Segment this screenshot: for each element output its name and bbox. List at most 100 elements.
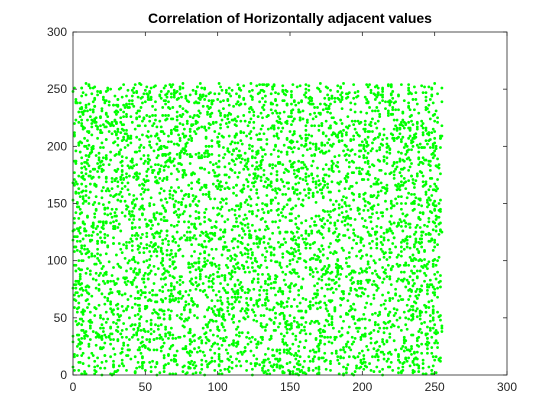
scatter-point <box>363 95 367 99</box>
scatter-point <box>193 366 196 370</box>
scatter-point <box>246 315 250 319</box>
scatter-point <box>431 156 435 160</box>
scatter-point <box>210 144 214 148</box>
scatter-point <box>93 96 97 100</box>
scatter-point <box>217 310 221 314</box>
scatter-point <box>345 152 348 156</box>
scatter-point <box>233 284 237 288</box>
scatter-point <box>126 164 130 168</box>
scatter-point <box>171 83 175 86</box>
scatter-point <box>300 221 303 225</box>
scatter-point <box>334 262 338 266</box>
scatter-point <box>246 124 250 128</box>
scatter-point <box>436 116 439 120</box>
scatter-point <box>311 191 315 195</box>
scatter-point <box>80 175 84 179</box>
scatter-point <box>327 245 331 249</box>
scatter-point <box>141 206 144 210</box>
scatter-point <box>130 323 134 327</box>
scatter-point <box>345 256 348 260</box>
scatter-point <box>381 95 384 99</box>
scatter-point <box>84 103 88 107</box>
scatter-point <box>275 179 279 183</box>
scatter-point <box>421 131 425 135</box>
scatter-point <box>333 221 337 225</box>
scatter-point <box>365 253 369 257</box>
scatter-point <box>132 175 136 179</box>
scatter-point <box>266 283 270 287</box>
scatter-point <box>138 172 141 176</box>
scatter-point <box>431 127 435 131</box>
scatter-point <box>384 172 387 176</box>
scatter-point <box>159 198 163 202</box>
scatter-point <box>154 100 157 104</box>
scatter-point <box>87 364 91 368</box>
scatter-point <box>142 183 146 187</box>
scatter-point <box>201 290 205 293</box>
scatter-point <box>304 83 308 86</box>
scatter-point <box>339 303 343 307</box>
scatter-point <box>149 240 153 244</box>
scatter-point <box>376 190 380 194</box>
scatter-point <box>269 251 273 255</box>
scatter-point <box>154 323 157 327</box>
scatter-point <box>141 187 144 191</box>
scatter-point <box>358 143 361 147</box>
scatter-point <box>414 98 418 101</box>
scatter-point <box>415 275 419 279</box>
scatter-point <box>290 111 293 115</box>
scatter-point <box>410 192 413 196</box>
scatter-point <box>292 298 296 301</box>
scatter-point <box>116 313 120 316</box>
scatter-point <box>130 202 134 205</box>
scatter-point <box>333 338 337 341</box>
scatter-point <box>292 191 296 195</box>
scatter-point <box>305 120 309 124</box>
scatter-point <box>342 195 345 199</box>
scatter-point <box>172 285 176 289</box>
scatter-point <box>128 174 131 178</box>
scatter-point <box>129 115 133 119</box>
scatter-point <box>316 307 319 311</box>
scatter-point <box>369 369 373 372</box>
scatter-point <box>119 332 123 336</box>
scatter-point <box>204 207 208 211</box>
scatter-point <box>227 370 231 373</box>
scatter-point <box>110 274 114 277</box>
scatter-point <box>246 342 250 346</box>
scatter-point <box>203 155 207 159</box>
scatter-point <box>245 359 249 363</box>
scatter-point <box>297 359 301 363</box>
scatter-point <box>191 334 195 338</box>
scatter-point <box>313 292 316 296</box>
scatter-point <box>182 127 186 131</box>
scatter-point <box>226 297 230 300</box>
scatter-point <box>164 327 167 331</box>
scatter-point <box>271 354 275 357</box>
scatter-point <box>185 152 189 156</box>
scatter-point <box>245 198 249 202</box>
scatter-point <box>200 86 204 90</box>
scatter-point <box>385 207 389 211</box>
scatter-point <box>175 314 179 317</box>
scatter-point <box>428 176 432 180</box>
scatter-point <box>417 364 421 368</box>
scatter-point <box>365 301 369 305</box>
scatter-point <box>304 91 308 94</box>
scatter-point <box>162 341 166 345</box>
scatter-point <box>182 334 186 338</box>
scatter-point <box>188 134 192 138</box>
scatter-point <box>410 174 413 178</box>
scatter-point <box>204 323 208 327</box>
scatter-point <box>316 166 319 170</box>
scatter-point <box>86 118 89 122</box>
scatter-point <box>366 348 370 352</box>
scatter-point <box>413 282 416 285</box>
scatter-point <box>243 223 247 227</box>
scatter-point <box>120 95 124 99</box>
scatter-point <box>405 157 409 161</box>
scatter-point <box>86 291 89 295</box>
scatter-point <box>216 165 220 169</box>
scatter-point <box>239 350 243 354</box>
scatter-point <box>332 131 335 135</box>
